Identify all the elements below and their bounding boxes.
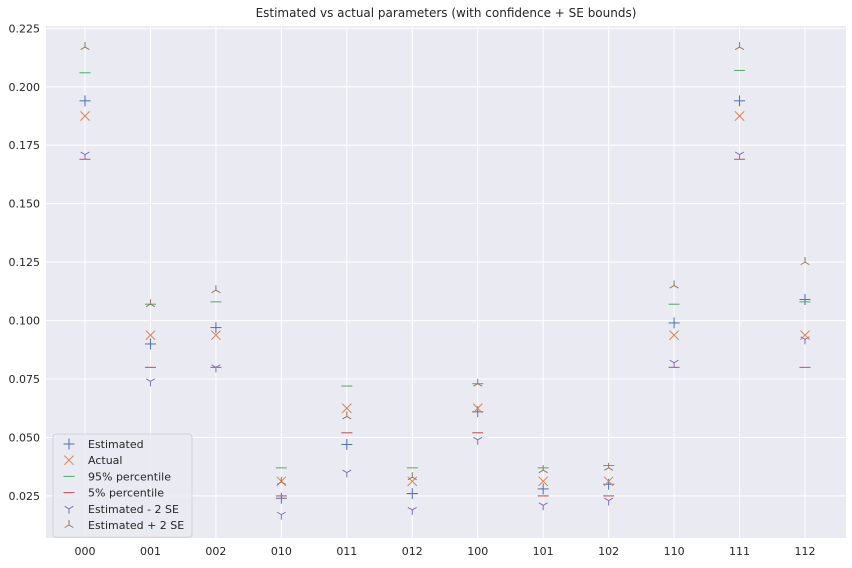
data-point [604, 462, 614, 471]
y-tick-label: 0.175 [9, 139, 41, 152]
y-tick-label: 0.200 [9, 81, 41, 94]
legend-label: 5% percentile [88, 487, 164, 500]
x-tick-label: 012 [402, 545, 423, 558]
data-point [800, 257, 810, 266]
data-point [800, 330, 810, 341]
data-point [210, 330, 221, 341]
legend-marker [63, 438, 75, 450]
x-tick-label: 101 [533, 545, 554, 558]
data-point [145, 330, 156, 341]
data-point [275, 492, 287, 504]
data-point [669, 359, 679, 368]
legend-marker [64, 520, 74, 528]
data-point [407, 476, 418, 487]
data-point [669, 280, 679, 289]
data-point [80, 151, 90, 160]
data-point [734, 42, 745, 50]
series-estimated-2-se [80, 42, 810, 485]
x-tick-label: 102 [598, 545, 619, 558]
data-point [80, 111, 90, 121]
data-point [734, 95, 746, 107]
data-point [144, 338, 156, 350]
x-tick-label: 002 [205, 545, 226, 558]
data-point [342, 469, 352, 478]
data-point [668, 317, 680, 329]
data-point [145, 378, 156, 387]
data-point [276, 476, 286, 485]
y-tick-label: 0.225 [9, 22, 41, 35]
legend-label: 95% percentile [88, 470, 171, 483]
data-point [80, 42, 90, 50]
data-point [538, 502, 548, 511]
x-tick-label: 110 [664, 545, 685, 558]
legend: Estimated Actual 95% percentile 5% percenti… [52, 433, 193, 538]
data-point [341, 403, 352, 414]
legend-marker [64, 505, 74, 514]
data-point [210, 322, 222, 334]
x-tick-label: 010 [271, 545, 292, 558]
data-point [276, 511, 286, 520]
x-tick-label: 111 [729, 545, 750, 558]
data-point [145, 299, 156, 308]
chart-title: Estimated vs actual parameters (with con… [256, 6, 637, 20]
series-estimated-2-se [80, 151, 810, 520]
series-estimated [79, 95, 811, 504]
data-point [211, 285, 221, 294]
data-point [603, 476, 614, 487]
x-tick-label: 100 [467, 545, 488, 558]
data-point [473, 436, 483, 445]
data-point [604, 497, 614, 506]
y-tick-label: 0.050 [9, 431, 41, 444]
legend-label: Estimated - 2 SE [88, 503, 179, 516]
y-tick-label: 0.150 [9, 198, 41, 211]
data-point [79, 95, 91, 107]
legend-label: Actual [88, 454, 122, 467]
legend-label: Estimated [88, 438, 144, 451]
x-tick-label: 011 [336, 545, 357, 558]
data-point [669, 330, 680, 341]
axis-ticks: 000 001 002 010 011 012 100 101 102 110 111 112 0.02… [9, 22, 816, 558]
data-point [800, 336, 810, 345]
series-actual [80, 111, 810, 487]
data-point [342, 411, 352, 420]
data-point [603, 478, 615, 490]
data-point [407, 507, 417, 515]
data-point [538, 465, 548, 474]
legend-label: Estimated + 2 SE [88, 519, 184, 532]
data-markers [79, 42, 811, 520]
data-point [407, 472, 417, 481]
y-tick-label: 0.075 [9, 373, 41, 386]
x-tick-label: 000 [75, 545, 96, 558]
data-point [734, 111, 745, 121]
data-point [537, 483, 549, 495]
x-tick-label: 112 [795, 545, 816, 558]
data-point [799, 294, 811, 306]
x-tick-label: 001 [140, 545, 161, 558]
data-point [538, 476, 549, 487]
legend-box [52, 433, 193, 538]
y-tick-label: 0.025 [9, 490, 41, 503]
data-point [472, 403, 483, 414]
data-point [211, 364, 221, 373]
data-point [734, 151, 745, 160]
data-point [473, 378, 483, 387]
legend-marker [64, 455, 74, 466]
y-tick-label: 0.100 [9, 315, 41, 328]
y-tick-label: 0.125 [9, 256, 41, 269]
data-point [341, 438, 353, 450]
